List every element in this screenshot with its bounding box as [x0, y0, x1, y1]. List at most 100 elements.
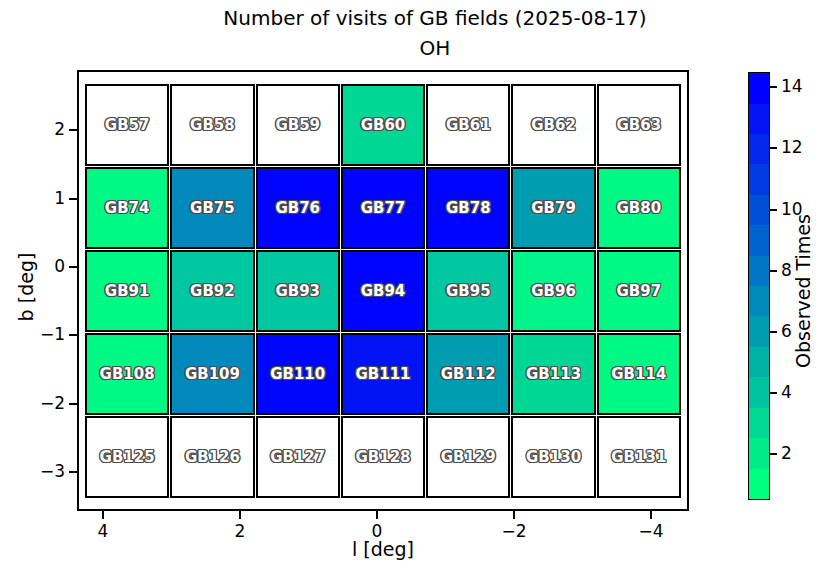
- field-cell: GB97: [597, 250, 681, 332]
- field-cell-label: GB74: [105, 199, 150, 217]
- field-cell: GB95: [426, 250, 510, 332]
- colorbar-segment: [749, 438, 769, 468]
- field-cell: GB126: [170, 416, 254, 498]
- field-cell-label: GB95: [446, 282, 491, 300]
- field-cell: GB128: [341, 416, 425, 498]
- field-cell: GB79: [511, 167, 595, 249]
- colorbar-segment: [749, 347, 769, 377]
- field-cell-label: GB60: [361, 116, 406, 134]
- colorbar-tick-mark: [770, 270, 777, 272]
- figure-canvas: { "title": { "line1": "Number of visits …: [0, 0, 835, 575]
- field-cell-label: GB58: [190, 116, 235, 134]
- colorbar-segment: [749, 256, 769, 286]
- field-cell: GB77: [341, 167, 425, 249]
- heatmap-grid: GB57 GB58 GB59 GB60 GB61 GB62 GB63 GB74 GB75 GB76…: [85, 84, 681, 498]
- field-cell: GB80: [597, 167, 681, 249]
- field-cell-label: GB127: [270, 448, 325, 466]
- field-cell: GB61: [426, 84, 510, 166]
- field-cell: GB130: [511, 416, 595, 498]
- colorbar-segment: [749, 134, 769, 164]
- field-cell-label: GB96: [531, 282, 576, 300]
- field-cell-label: GB57: [105, 116, 150, 134]
- chart-subtitle: OH: [40, 36, 830, 60]
- field-cell: GB113: [511, 333, 595, 415]
- field-cell-label: GB128: [355, 448, 410, 466]
- field-cell-label: GB62: [531, 116, 576, 134]
- field-cell-label: GB131: [611, 448, 666, 466]
- y-tick-mark: [69, 198, 77, 200]
- field-cell: GB93: [256, 250, 340, 332]
- field-cell: GB131: [597, 416, 681, 498]
- field-cell-label: GB61: [446, 116, 491, 134]
- field-cell-label: GB125: [100, 448, 155, 466]
- x-tick-mark: [102, 511, 104, 519]
- field-cell-label: GB79: [531, 199, 576, 217]
- field-cell: GB60: [341, 84, 425, 166]
- colorbar-label: Observed Times: [792, 71, 822, 511]
- field-cell: GB75: [170, 167, 254, 249]
- colorbar-tick-mark: [770, 392, 777, 394]
- colorbar-segment: [749, 225, 769, 255]
- field-cell-label: GB110: [270, 365, 325, 383]
- x-tick-mark: [650, 511, 652, 519]
- y-tick-mark: [69, 266, 77, 268]
- y-tick-mark: [69, 334, 77, 336]
- field-cell-label: GB59: [275, 116, 320, 134]
- field-cell-label: GB112: [441, 365, 496, 383]
- field-cell-label: GB97: [617, 282, 662, 300]
- field-cell: GB59: [256, 84, 340, 166]
- field-cell-label: GB92: [190, 282, 235, 300]
- field-cell-label: GB77: [361, 199, 406, 217]
- field-cell: GB62: [511, 84, 595, 166]
- colorbar-tick-mark: [770, 147, 777, 149]
- x-tick-mark: [513, 511, 515, 519]
- field-cell: GB63: [597, 84, 681, 166]
- field-cell-label: GB91: [105, 282, 150, 300]
- field-cell-label: GB75: [190, 199, 235, 217]
- field-cell: GB92: [170, 250, 254, 332]
- y-axis-label: b [deg]: [15, 187, 37, 387]
- field-cell: GB94: [341, 250, 425, 332]
- y-tick-label: −2: [25, 393, 65, 413]
- x-tick-mark: [239, 511, 241, 519]
- colorbar-tick-mark: [770, 209, 777, 211]
- field-cell-label: GB63: [617, 116, 662, 134]
- colorbar-segment: [749, 316, 769, 346]
- y-tick-mark: [69, 471, 77, 473]
- y-tick-mark: [69, 403, 77, 405]
- y-tick-label: 2: [25, 119, 65, 139]
- field-cell: GB91: [85, 250, 169, 332]
- field-cell-label: GB80: [617, 199, 662, 217]
- field-cell-label: GB109: [185, 365, 240, 383]
- field-cell: GB127: [256, 416, 340, 498]
- y-tick-label: −3: [25, 461, 65, 481]
- colorbar-segment: [749, 104, 769, 134]
- colorbar-segment: [749, 195, 769, 225]
- field-cell: GB57: [85, 84, 169, 166]
- field-cell: GB111: [341, 333, 425, 415]
- field-cell: GB96: [511, 250, 595, 332]
- colorbar-tick-mark: [770, 86, 777, 88]
- x-tick-label: −4: [627, 521, 675, 541]
- field-cell-label: GB113: [526, 365, 581, 383]
- field-cell-label: GB129: [441, 448, 496, 466]
- field-cell: GB76: [256, 167, 340, 249]
- colorbar: [748, 72, 770, 500]
- y-tick-mark: [69, 129, 77, 131]
- x-tick-mark: [376, 511, 378, 519]
- colorbar-segment: [749, 286, 769, 316]
- field-cell-label: GB93: [275, 282, 320, 300]
- chart-title: Number of visits of GB fields (2025-08-1…: [40, 6, 830, 30]
- field-cell-label: GB111: [355, 365, 410, 383]
- x-tick-label: 4: [79, 521, 127, 541]
- field-cell-label: GB76: [275, 199, 320, 217]
- colorbar-tick-mark: [770, 453, 777, 455]
- colorbar-segment: [749, 164, 769, 194]
- field-cell-label: GB114: [611, 365, 666, 383]
- field-cell: GB112: [426, 333, 510, 415]
- colorbar-segment: [749, 408, 769, 438]
- field-cell: GB114: [597, 333, 681, 415]
- field-cell-label: GB78: [446, 199, 491, 217]
- field-cell: GB109: [170, 333, 254, 415]
- colorbar-segment: [749, 73, 769, 103]
